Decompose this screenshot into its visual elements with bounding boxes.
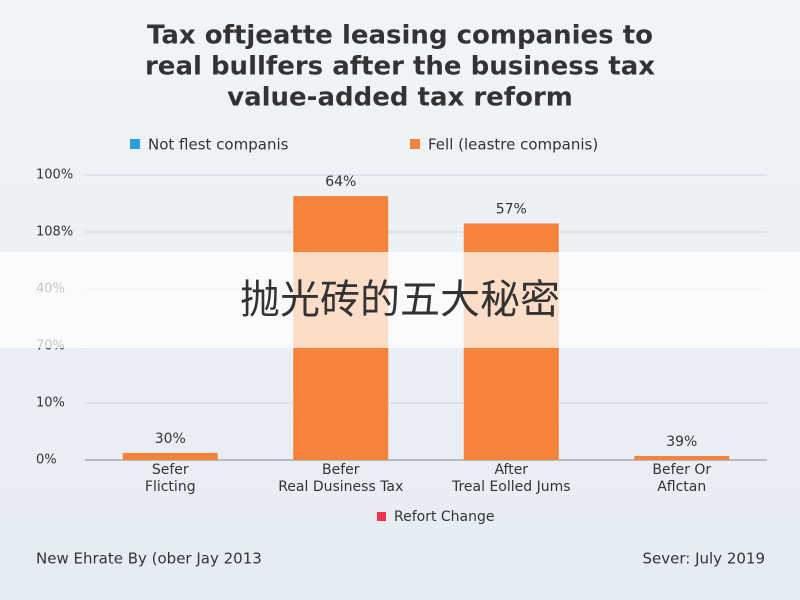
legend-label: Not flest companis xyxy=(148,136,289,154)
x-tick-label: Sefer xyxy=(152,462,189,478)
x-tick-label: Treal Eolled Jums xyxy=(451,479,571,495)
legend-swatch xyxy=(130,139,140,149)
x-tick-label: Befer xyxy=(322,462,360,478)
x-tick-label: Flicting xyxy=(145,479,196,495)
footer-left: New Ehrate By (ober Jay 2013 xyxy=(36,550,262,568)
data-label: 30% xyxy=(155,431,186,447)
x-tick-label: Aflctan xyxy=(657,479,706,495)
legend-label: Refort Change xyxy=(394,509,495,525)
legend-label: Fell (leastre companis) xyxy=(428,136,598,154)
legend-swatch xyxy=(410,139,420,149)
chart-title: Tax oftjeatte leasing companies to xyxy=(147,21,653,51)
chart-title: real bullfers after the business tax xyxy=(145,52,655,82)
overlay-band xyxy=(0,252,800,348)
y-tick-label: 108% xyxy=(36,225,73,240)
data-label: 57% xyxy=(496,201,527,217)
x-tick-label: After xyxy=(494,462,528,478)
data-label: 64% xyxy=(325,174,356,190)
y-tick-label: 0% xyxy=(36,453,57,468)
legend-swatch xyxy=(377,512,386,521)
bar xyxy=(122,452,218,460)
y-tick-label: 10% xyxy=(36,396,65,411)
x-tick-label: Befer Or xyxy=(652,462,711,478)
chart-title: value-added tax reform xyxy=(227,83,573,113)
y-tick-label: 100% xyxy=(36,168,73,183)
data-label: 39% xyxy=(666,434,697,450)
overlay-text: 抛光砖的五大秘密 xyxy=(240,277,560,323)
x-tick-label: Real Dusiness Tax xyxy=(278,479,403,495)
footer-right: Sever: July 2019 xyxy=(643,550,766,568)
bar xyxy=(634,456,730,460)
